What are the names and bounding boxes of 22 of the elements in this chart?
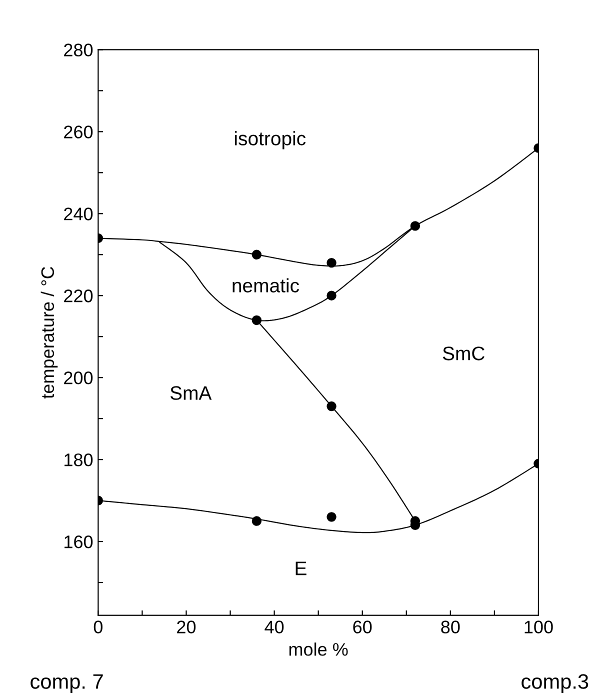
x-tick-label: 60 <box>353 620 372 634</box>
y-tick-label: 220 <box>64 290 93 302</box>
y-tick-label: 200 <box>64 372 93 384</box>
y-tick-label: 260 <box>64 126 93 138</box>
annotation: isotropic <box>234 131 306 150</box>
text: comp. 7 <box>30 674 103 693</box>
annotation: E <box>296 562 306 576</box>
annotation: nematic <box>232 278 300 292</box>
x-tick-label: 0 <box>94 620 102 634</box>
text: comp.3 <box>522 674 588 693</box>
y-tick-label: 160 <box>64 535 93 548</box>
y-tick-label: 180 <box>64 453 93 466</box>
y-axis-title: temperature / °C <box>40 266 58 399</box>
annotation: SmC <box>442 346 484 360</box>
x-tick-label: 80 <box>441 620 460 634</box>
x-tick-label: 100 <box>524 620 553 634</box>
x-tick-label: 20 <box>177 620 196 634</box>
annotation: SmA <box>170 386 212 400</box>
x-axis-title: mole % <box>289 642 348 656</box>
y-tick-label: 240 <box>64 208 93 220</box>
x-tick-label: 40 <box>264 620 284 634</box>
y-tick-label: 280 <box>64 44 93 56</box>
